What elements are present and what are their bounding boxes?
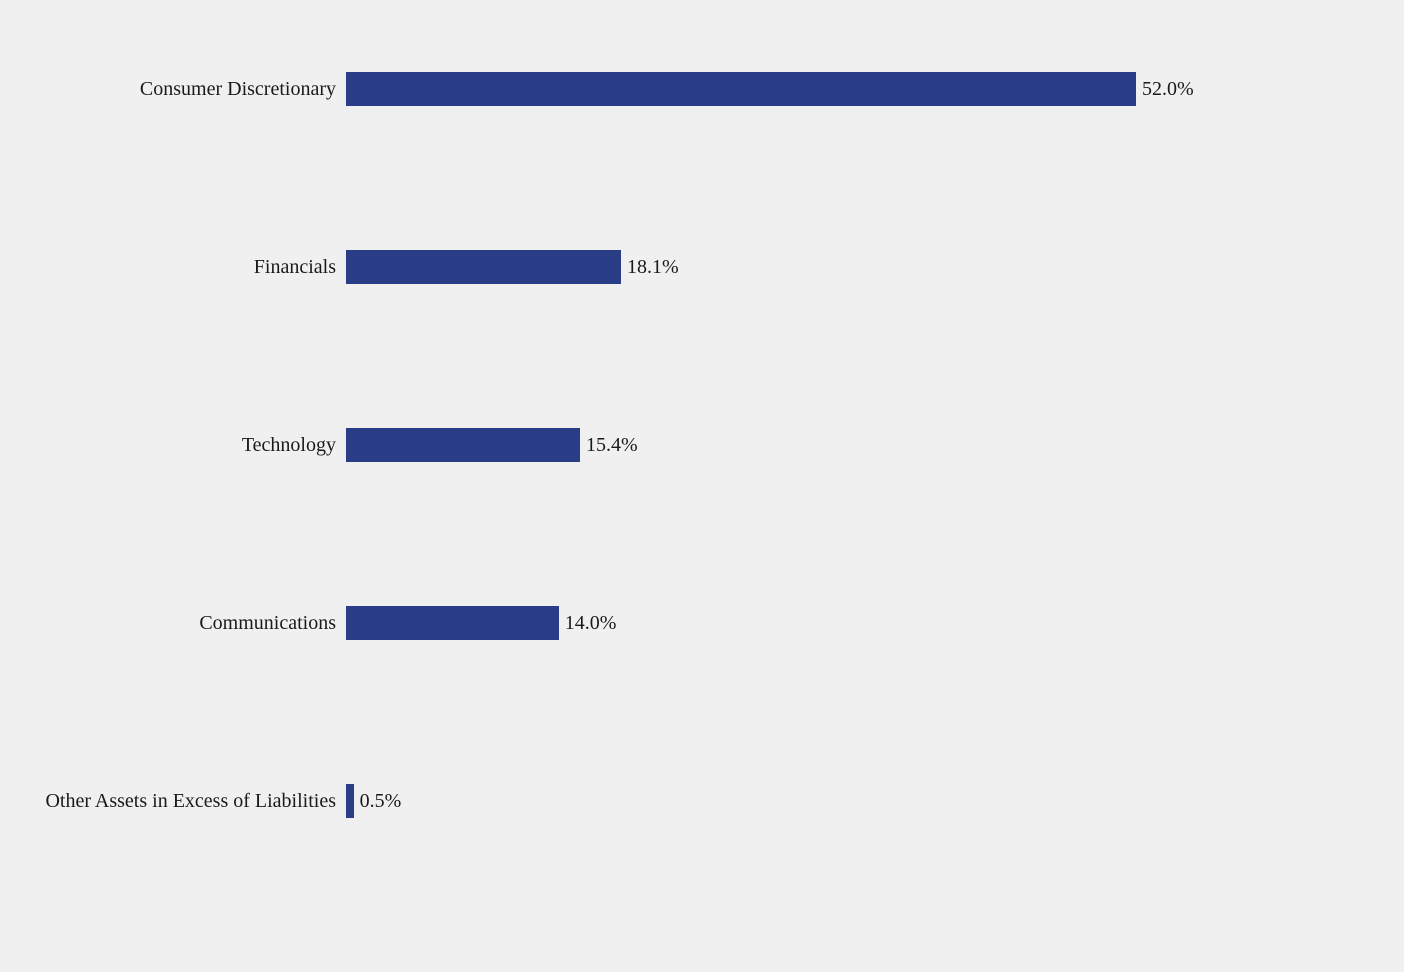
chart-row: Technology 15.4% xyxy=(0,428,1404,462)
allocation-bar-chart: Consumer Discretionary 52.0% Financials … xyxy=(0,0,1404,972)
category-label: Other Assets in Excess of Liabilities xyxy=(45,790,336,813)
chart-row: Communications 14.0% xyxy=(0,606,1404,640)
chart-row: Financials 18.1% xyxy=(0,250,1404,284)
bar xyxy=(346,428,580,462)
bar xyxy=(346,784,354,818)
value-label: 0.5% xyxy=(360,790,402,813)
value-label: 14.0% xyxy=(565,612,617,635)
bar xyxy=(346,606,559,640)
bar xyxy=(346,250,621,284)
category-label: Consumer Discretionary xyxy=(140,78,336,101)
bar-area: 15.4% xyxy=(346,428,638,462)
bar-area: 0.5% xyxy=(346,784,401,818)
chart-row: Consumer Discretionary 52.0% xyxy=(0,72,1404,106)
chart-row: Other Assets in Excess of Liabilities 0.… xyxy=(0,784,1404,818)
category-label: Communications xyxy=(199,612,336,635)
bar-area: 14.0% xyxy=(346,606,616,640)
bar-area: 18.1% xyxy=(346,250,679,284)
value-label: 52.0% xyxy=(1142,78,1194,101)
category-label: Financials xyxy=(254,256,336,279)
bar xyxy=(346,72,1136,106)
bar-area: 52.0% xyxy=(346,72,1194,106)
value-label: 18.1% xyxy=(627,256,679,279)
category-label: Technology xyxy=(242,434,336,457)
value-label: 15.4% xyxy=(586,434,638,457)
